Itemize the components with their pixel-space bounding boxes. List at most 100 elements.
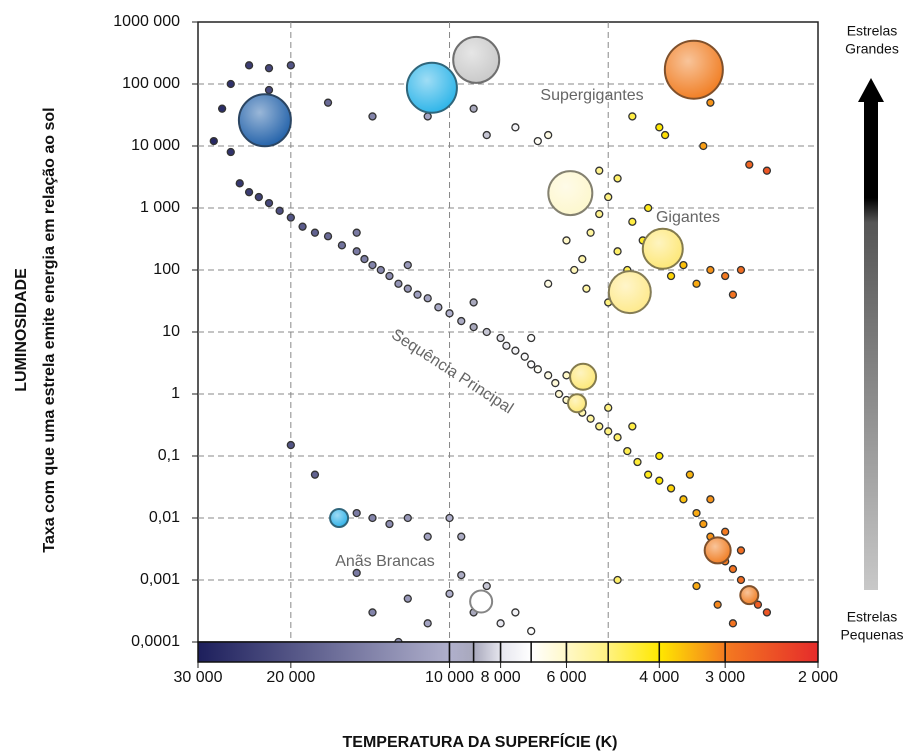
star-dot bbox=[457, 316, 466, 326]
star-dot bbox=[628, 217, 637, 226]
region-label: Supergigantes bbox=[540, 87, 643, 104]
star-dot bbox=[628, 422, 637, 431]
star-dot bbox=[613, 174, 622, 183]
star-dot bbox=[496, 619, 505, 628]
star-dot bbox=[502, 341, 511, 350]
star-dot bbox=[643, 470, 653, 479]
color-bar-segment bbox=[448, 641, 475, 663]
star-dot bbox=[413, 290, 422, 299]
star-dot bbox=[706, 495, 715, 504]
star-dot bbox=[692, 508, 701, 518]
color-bar-segment bbox=[472, 641, 502, 663]
star-dot bbox=[604, 192, 613, 202]
y-tick-label: 10 bbox=[162, 323, 180, 340]
highlight-star bbox=[739, 585, 760, 606]
star-dot bbox=[337, 241, 347, 250]
star-dot bbox=[604, 403, 613, 412]
star-dot bbox=[423, 532, 432, 541]
star-dot bbox=[264, 198, 274, 208]
star-dot bbox=[706, 98, 715, 107]
star-dot bbox=[511, 123, 520, 132]
star-dot bbox=[403, 513, 412, 523]
star-dot bbox=[368, 608, 377, 617]
star-dot bbox=[628, 112, 637, 121]
star-dot bbox=[721, 527, 730, 536]
y-tick-label: 0,01 bbox=[149, 509, 180, 526]
highlight-star bbox=[452, 35, 501, 84]
x-axis-label: TEMPERATURA DA SUPERFÍCIE (K) bbox=[343, 732, 618, 751]
star-dot bbox=[736, 265, 746, 275]
star-dot bbox=[762, 166, 772, 175]
star-dot bbox=[385, 519, 394, 529]
star-dot bbox=[352, 568, 361, 578]
color-bar-segment bbox=[499, 641, 532, 663]
star-dot bbox=[728, 564, 738, 574]
star-dot bbox=[244, 61, 254, 70]
star-dot bbox=[457, 570, 466, 580]
y-tick-label: 10 000 bbox=[131, 137, 180, 154]
star-dot bbox=[368, 112, 377, 121]
star-dot bbox=[352, 508, 361, 518]
y-tick-label: 0,001 bbox=[140, 571, 180, 588]
region-label: Anãs Brancas bbox=[335, 553, 435, 570]
star-dot bbox=[445, 513, 454, 523]
star-dot bbox=[570, 265, 579, 275]
highlight-star bbox=[469, 589, 494, 614]
star-dot bbox=[423, 112, 432, 121]
star-dot bbox=[736, 575, 746, 585]
star-dot bbox=[286, 440, 295, 450]
star-dot bbox=[551, 378, 560, 388]
star-dot bbox=[586, 228, 595, 237]
star-dot bbox=[544, 130, 553, 140]
side-label: Estrelas bbox=[847, 609, 898, 625]
star-dot bbox=[679, 260, 688, 270]
star-dot bbox=[511, 346, 520, 355]
star-dot bbox=[482, 327, 491, 337]
star-dot bbox=[699, 519, 708, 529]
star-dot bbox=[235, 179, 244, 188]
side-label: Grandes bbox=[845, 41, 899, 57]
highlight-star bbox=[641, 227, 684, 270]
highlight-star bbox=[237, 93, 292, 148]
star-dot bbox=[633, 457, 642, 467]
star-dot bbox=[403, 260, 412, 270]
highlight-star bbox=[547, 170, 594, 217]
star-dot bbox=[595, 166, 604, 175]
star-dot bbox=[511, 608, 520, 617]
star-dot bbox=[376, 265, 385, 275]
star-dot bbox=[582, 284, 591, 293]
star-dot bbox=[544, 279, 553, 288]
star-dot bbox=[368, 260, 377, 270]
highlight-star bbox=[567, 393, 588, 414]
x-tick-label: 8 000 bbox=[481, 669, 521, 686]
color-bar-segment bbox=[565, 641, 609, 663]
star-dot bbox=[323, 98, 333, 107]
highlight-star bbox=[329, 508, 350, 528]
star-dot bbox=[352, 228, 361, 237]
star-dot bbox=[310, 470, 320, 479]
y-tick-label: 0,0001 bbox=[131, 633, 180, 650]
star-dot bbox=[482, 130, 491, 140]
star-dot bbox=[445, 589, 454, 598]
star-dot bbox=[217, 104, 227, 113]
y-tick-label: 1000 000 bbox=[113, 13, 180, 30]
star-dot bbox=[298, 222, 307, 231]
highlight-star bbox=[405, 61, 458, 114]
star-dot bbox=[666, 271, 676, 281]
star-dot bbox=[692, 581, 701, 591]
star-dot bbox=[209, 136, 218, 146]
star-dot bbox=[736, 546, 746, 555]
star-dot bbox=[403, 284, 412, 293]
star-dot bbox=[692, 279, 701, 288]
y-tick-label: 1 000 bbox=[140, 199, 180, 216]
star-dot bbox=[655, 123, 664, 132]
star-dot bbox=[310, 228, 320, 237]
y-tick-label: 0,1 bbox=[158, 447, 180, 464]
star-dot bbox=[423, 294, 432, 303]
x-tick-label: 3 000 bbox=[705, 669, 745, 686]
y-axis-label: LUMINOSIDADE bbox=[13, 268, 30, 392]
x-tick-label: 20 000 bbox=[266, 669, 315, 686]
star-dot bbox=[445, 309, 454, 318]
star-dot bbox=[264, 64, 274, 73]
